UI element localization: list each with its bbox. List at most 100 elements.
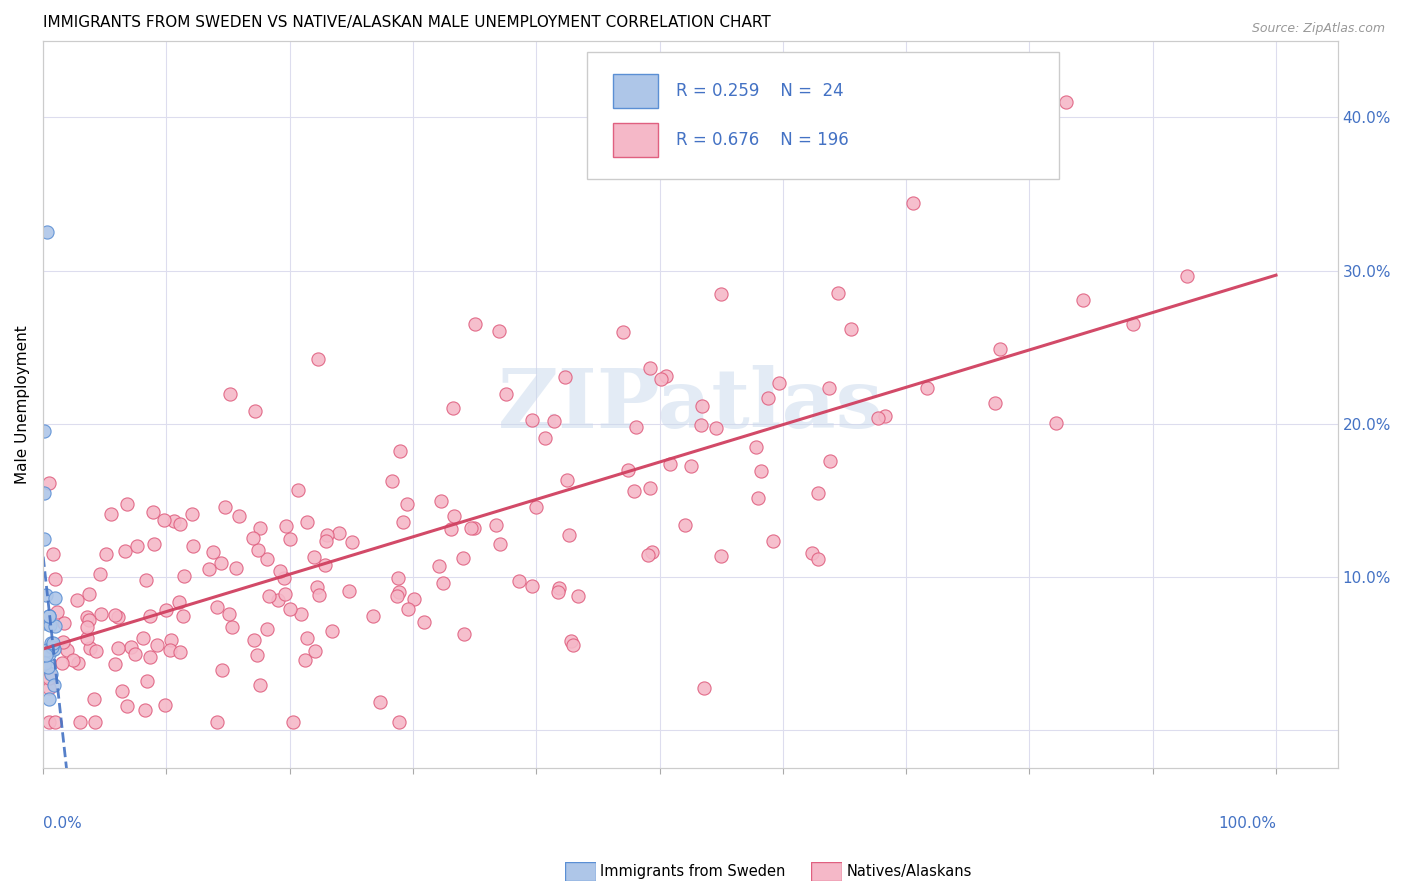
Point bbox=[77, 587, 100, 601]
Point bbox=[246, 648, 269, 662]
Point bbox=[139, 649, 162, 664]
Point bbox=[257, 589, 280, 603]
Point bbox=[38, 609, 60, 624]
Point bbox=[214, 500, 236, 515]
Point bbox=[612, 325, 634, 339]
Text: R = 0.259    N =  24: R = 0.259 N = 24 bbox=[676, 82, 844, 100]
Point bbox=[624, 420, 647, 434]
Point bbox=[41, 640, 63, 655]
Point bbox=[710, 286, 733, 301]
Point bbox=[44, 715, 66, 730]
Point bbox=[52, 615, 75, 630]
Point bbox=[211, 663, 233, 677]
Point bbox=[218, 607, 240, 622]
Point bbox=[440, 522, 463, 536]
Point bbox=[79, 613, 101, 627]
Point bbox=[245, 403, 267, 417]
Point bbox=[361, 609, 384, 624]
Point bbox=[181, 507, 204, 521]
Point bbox=[655, 368, 678, 383]
Point bbox=[281, 715, 304, 730]
Point bbox=[307, 351, 329, 366]
Point bbox=[69, 715, 91, 730]
Point bbox=[96, 547, 118, 561]
Point bbox=[392, 516, 415, 530]
Point bbox=[412, 615, 434, 629]
Point bbox=[42, 636, 65, 650]
Point bbox=[249, 521, 271, 535]
Point bbox=[39, 617, 62, 632]
Point bbox=[988, 342, 1011, 356]
Point bbox=[709, 549, 731, 564]
Point bbox=[205, 600, 228, 615]
Point bbox=[243, 633, 266, 648]
Point bbox=[44, 591, 66, 605]
Point bbox=[62, 653, 84, 667]
Point bbox=[404, 591, 426, 606]
Point bbox=[42, 641, 65, 656]
Point bbox=[638, 360, 661, 375]
Point bbox=[807, 552, 830, 566]
Point bbox=[76, 620, 98, 634]
Point bbox=[269, 564, 291, 578]
Point bbox=[304, 644, 326, 658]
Point bbox=[111, 684, 134, 698]
Point bbox=[51, 656, 73, 670]
Text: Natives/Alaskans: Natives/Alaskans bbox=[846, 864, 972, 879]
Point bbox=[34, 656, 56, 670]
Point bbox=[201, 544, 224, 558]
Point bbox=[638, 482, 661, 496]
Point bbox=[181, 540, 204, 554]
Point bbox=[38, 715, 60, 730]
Point bbox=[508, 574, 530, 589]
Point bbox=[107, 641, 129, 656]
Point bbox=[256, 552, 278, 566]
Point bbox=[388, 715, 411, 730]
Point bbox=[34, 659, 56, 673]
Point bbox=[554, 370, 576, 384]
Point bbox=[314, 558, 336, 572]
Point bbox=[524, 500, 547, 514]
Point bbox=[295, 515, 318, 529]
Point bbox=[124, 647, 146, 661]
Text: ZIPatlas: ZIPatlas bbox=[498, 365, 883, 444]
Point bbox=[107, 609, 129, 624]
Point bbox=[901, 195, 924, 210]
Point bbox=[267, 593, 290, 607]
Point bbox=[637, 548, 659, 562]
Point bbox=[548, 581, 571, 595]
Point bbox=[381, 474, 404, 488]
Point bbox=[294, 653, 316, 667]
Point bbox=[915, 381, 938, 395]
Point bbox=[800, 546, 823, 560]
Point bbox=[173, 568, 195, 582]
Point bbox=[547, 584, 569, 599]
Point bbox=[432, 576, 454, 591]
Point bbox=[704, 421, 727, 435]
Point bbox=[305, 580, 328, 594]
Point bbox=[1122, 317, 1144, 331]
Point bbox=[38, 609, 60, 624]
Point bbox=[38, 666, 60, 681]
Point bbox=[76, 631, 98, 645]
Point bbox=[169, 517, 191, 532]
Bar bbox=[613, 74, 658, 108]
Text: 0.0%: 0.0% bbox=[44, 815, 82, 830]
Point bbox=[38, 671, 60, 685]
Text: IMMIGRANTS FROM SWEDEN VS NATIVE/ALASKAN MALE UNEMPLOYMENT CORRELATION CHART: IMMIGRANTS FROM SWEDEN VS NATIVE/ALASKAN… bbox=[44, 15, 770, 30]
Point bbox=[44, 619, 66, 633]
Point bbox=[316, 527, 339, 541]
Point bbox=[870, 141, 893, 155]
Point bbox=[534, 431, 557, 445]
Point bbox=[387, 585, 409, 599]
Point bbox=[762, 533, 785, 548]
Point bbox=[115, 497, 138, 511]
Point bbox=[135, 573, 157, 587]
Point bbox=[34, 588, 56, 602]
Point bbox=[218, 387, 240, 401]
Point bbox=[225, 561, 247, 575]
Point bbox=[66, 656, 89, 670]
Point bbox=[83, 692, 105, 706]
Point bbox=[866, 410, 889, 425]
Point bbox=[543, 414, 565, 428]
